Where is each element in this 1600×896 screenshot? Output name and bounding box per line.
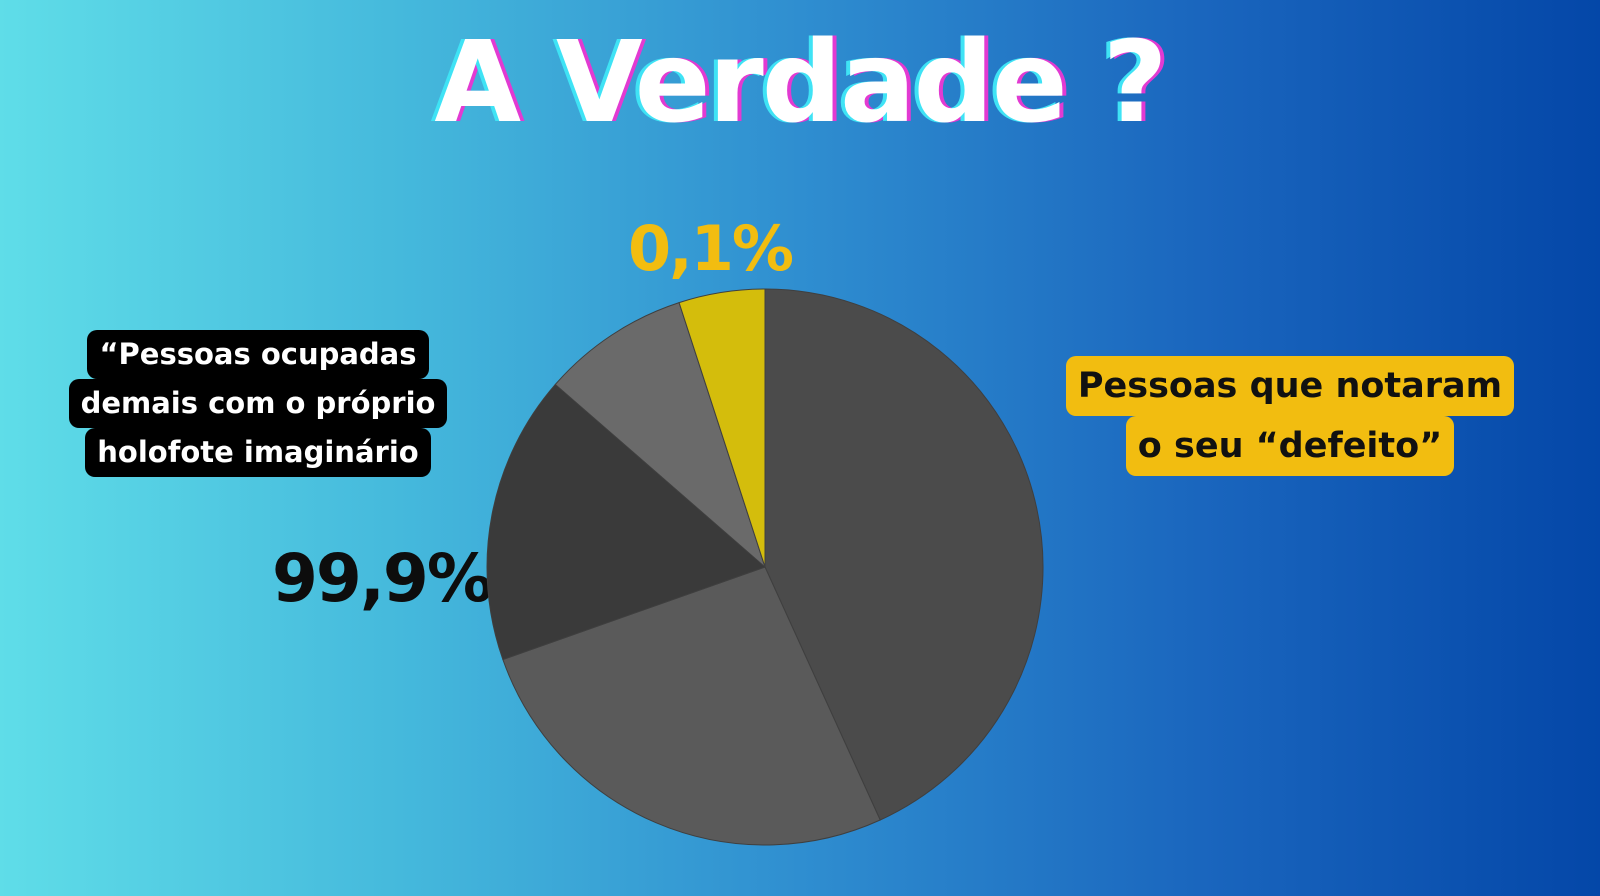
noticed-defect-callout-line-1: Pessoas que notaram	[1065, 356, 1515, 416]
page-title: A Verdade ?	[434, 18, 1167, 148]
small-percentage-label: 0,1%	[628, 212, 794, 285]
noticed-defect-callout: Pessoas que notaram o seu “defeito”	[1062, 356, 1518, 476]
pie-chart	[486, 288, 1044, 846]
pie-slice-5	[678, 288, 766, 568]
big-percentage-label: 99,9%	[272, 540, 493, 617]
busy-people-callout: “Pessoas ocupadas demais com o próprio h…	[60, 330, 456, 477]
pie-slice-3	[486, 383, 766, 661]
busy-people-callout-line-2: demais com o próprio	[68, 379, 448, 428]
pie-slice-4	[554, 301, 767, 569]
pie-slice-2	[502, 566, 881, 846]
busy-people-callout-line-3: holofote imaginário	[85, 428, 431, 477]
pie-slices	[486, 288, 1044, 846]
noticed-defect-callout-line-2: o seu “defeito”	[1125, 416, 1455, 476]
busy-people-callout-line-1: “Pessoas ocupadas	[87, 330, 429, 379]
pie-slice-1	[764, 288, 1044, 821]
